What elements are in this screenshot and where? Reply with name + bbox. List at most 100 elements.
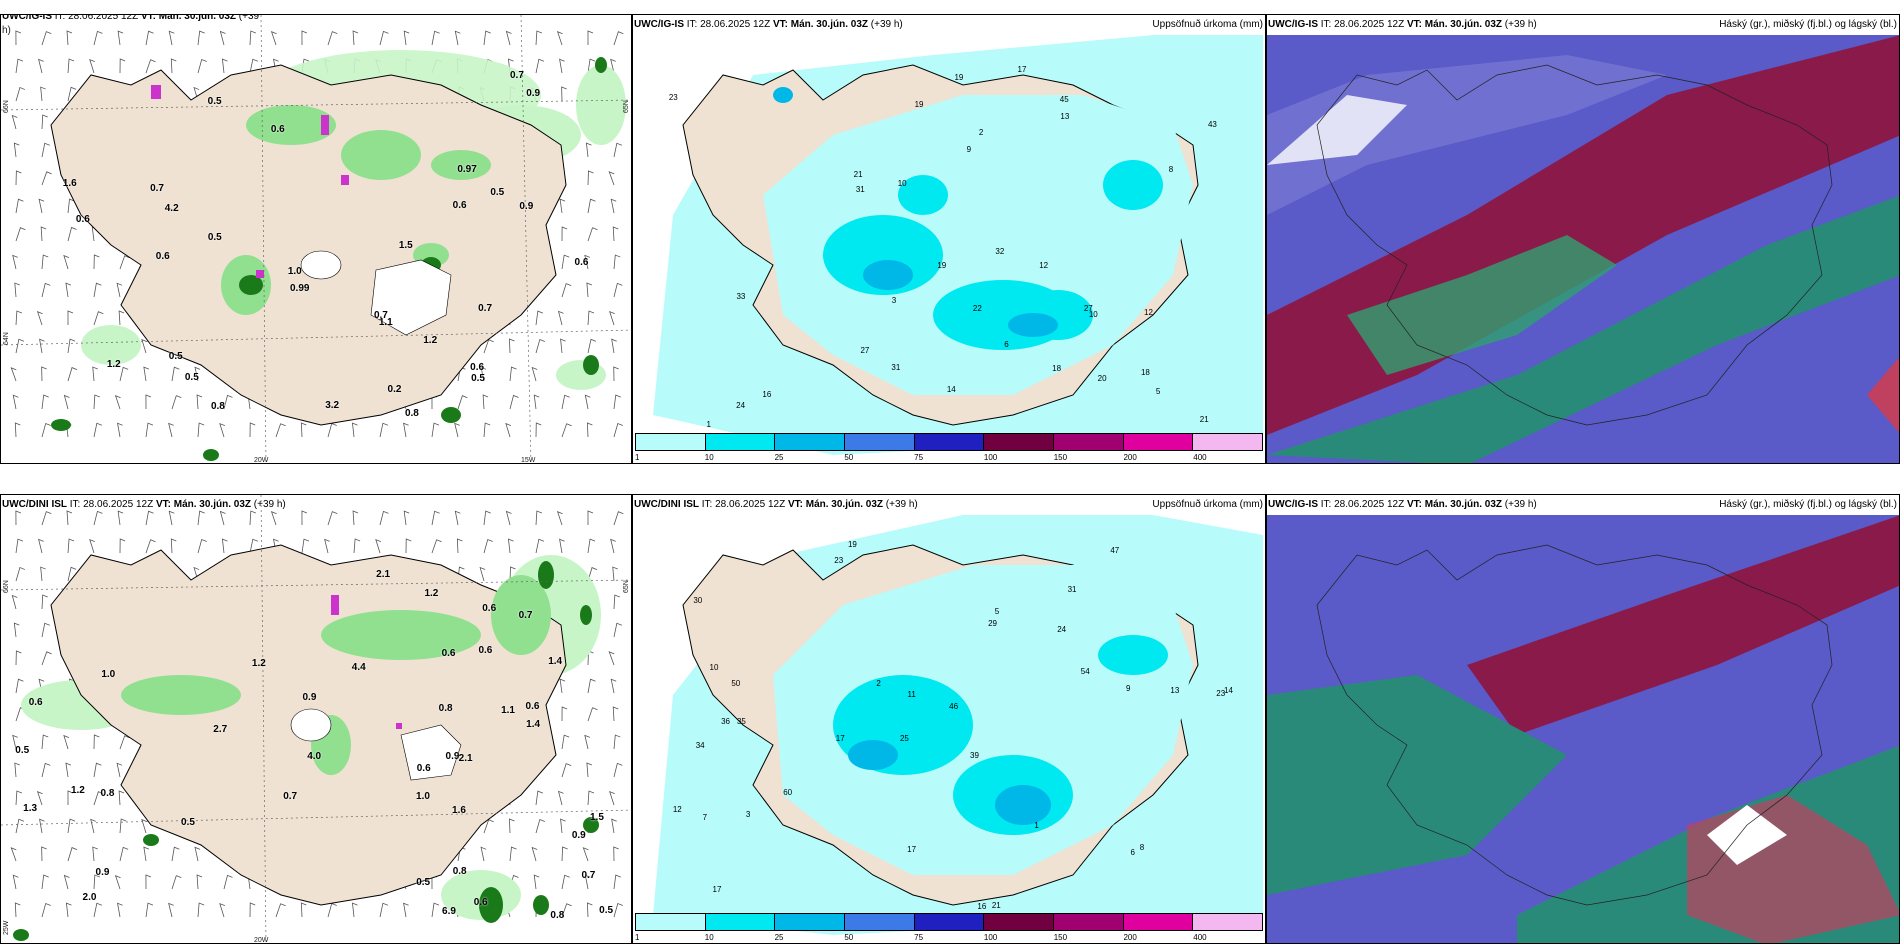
lon-label-20w: 20W: [254, 457, 269, 464]
value-label: 29: [988, 618, 998, 628]
value-label: 1.2: [423, 335, 438, 346]
value-label: 36: [721, 717, 731, 727]
legend-tick: 25: [774, 453, 784, 462]
value-label: 0.5: [207, 231, 222, 243]
legend-tick: 100: [983, 453, 998, 462]
value-label: 0.5: [416, 877, 431, 889]
value-label: 1.1: [378, 316, 393, 328]
lon-label-20w: 20W: [254, 937, 269, 944]
legend-tick: 50: [844, 933, 854, 942]
legend-tick: 75: [914, 453, 924, 462]
legend-swatch: [914, 913, 985, 931]
value-label: 0.9: [445, 750, 460, 762]
panel-header: UWC/IG-IS IT: 28.06.2025 12Z VT: Mán. 30…: [2, 14, 260, 22]
value-label: 0.8: [210, 400, 225, 412]
value-label: 18: [1140, 368, 1150, 378]
value-label: 39: [970, 750, 979, 760]
value-label: 21: [853, 169, 863, 179]
value-label: 0.7: [510, 69, 524, 81]
value-label: 1.1: [501, 704, 515, 716]
value-label: 16: [977, 901, 987, 911]
legend-swatch: [984, 913, 1055, 931]
value-label: 13: [1060, 112, 1070, 122]
value-label: 43: [1207, 120, 1217, 130]
legend-tick: 50: [844, 453, 854, 462]
value-label: 17: [1017, 65, 1027, 75]
legend-swatch: [775, 913, 846, 931]
value-label: 45: [1059, 94, 1069, 104]
value-label: 0.9: [519, 200, 534, 212]
legend-tick: 75: [914, 933, 924, 942]
value-label: 0.5: [599, 905, 614, 917]
value-label: 0.7: [283, 790, 298, 802]
value-label: 0.5: [207, 95, 222, 107]
value-label: 0.6: [441, 647, 456, 659]
value-label: 3.2: [325, 399, 340, 411]
value-label: 1.0: [416, 791, 430, 803]
lat-label-65n: 65N: [623, 100, 630, 113]
map-wind-precip: [1, 15, 631, 463]
value-label: 23: [668, 93, 678, 103]
panel-wind-precip-dini: UWC/DINI ISL IT: 28.06.2025 12Z VT: Mán.…: [0, 494, 632, 944]
value-label: 31: [891, 362, 901, 372]
map-clouds: [1267, 515, 1899, 943]
value-label: 0.6: [270, 124, 285, 136]
value-label: 0.6: [525, 701, 540, 712]
value-label: 33: [736, 291, 746, 301]
precip-heavy: [773, 87, 1058, 337]
legend-swatch: [1054, 913, 1124, 931]
value-label: 1.4: [548, 655, 563, 667]
value-label: 7: [702, 813, 708, 823]
value-label: 23: [834, 555, 844, 565]
value-label: 0.5: [15, 744, 30, 756]
value-label: 1.6: [452, 805, 466, 817]
value-label: 25: [899, 733, 909, 743]
legend-swatch: [635, 433, 706, 451]
legend-swatch: [635, 913, 706, 931]
value-label: 0.2: [387, 383, 402, 395]
legend-swatch: [1054, 433, 1124, 451]
legend-tick: 1: [635, 453, 640, 462]
value-label: 0.7: [373, 310, 388, 322]
legend-tick: 400: [1193, 933, 1207, 942]
lat-label-64n: 64N: [3, 332, 10, 345]
precip-legend-ticks: 1 10 25 50 75 100 150 200 400: [635, 933, 1263, 943]
legend-swatch: [845, 913, 915, 931]
value-label: 24: [736, 401, 746, 411]
value-label: 0.5: [471, 373, 485, 385]
legend-swatch: [705, 433, 776, 451]
value-label: 17: [907, 844, 917, 854]
value-label: 2.0: [82, 891, 97, 903]
value-label: 20: [1097, 373, 1107, 383]
value-label: 12: [1144, 308, 1153, 318]
value-label: 0.6: [473, 897, 488, 909]
value-label: 0.6: [75, 213, 90, 225]
value-label: 4.4: [351, 661, 366, 673]
value-label: 0.7: [581, 870, 596, 882]
map-wind-precip: [1, 495, 631, 943]
value-label: 0.8: [404, 407, 419, 419]
value-label: 14: [1224, 685, 1233, 695]
value-label: 0.6: [478, 645, 493, 657]
panel-header: UWC/IG-IS IT: 28.06.2025 12Z VT: Mán. 30…: [1268, 499, 1897, 510]
value-label: 32: [995, 246, 1005, 256]
value-label: 2.7: [213, 723, 228, 735]
legend-tick: 1: [635, 933, 640, 942]
value-label: 3: [745, 809, 751, 819]
value-label: 0.8: [452, 866, 467, 878]
value-label: 16: [762, 390, 772, 400]
iceland-land: [50, 64, 567, 426]
value-label: 1.3: [23, 802, 38, 814]
value-label: 47: [1110, 545, 1120, 555]
value-label: 27: [860, 346, 870, 356]
value-label: 0.6: [574, 257, 589, 269]
panel-header: UWC/IG-IS IT: 28.06.2025 12Z VT: Mán. 30…: [1268, 19, 1897, 30]
value-label: 46: [949, 701, 959, 711]
value-label: 0.9: [95, 867, 110, 879]
legend-swatch: [1123, 913, 1194, 931]
precip-legend-ticks: 1 10 25 50 75 100 150 200 400: [635, 453, 1263, 463]
value-label: 0.9: [571, 829, 586, 841]
legend-tick: 400: [1193, 453, 1207, 462]
panel-clouds-dini: UWC/IG-IS IT: 28.06.2025 12Z VT: Mán. 30…: [1266, 494, 1900, 944]
value-label: 9: [966, 144, 972, 154]
